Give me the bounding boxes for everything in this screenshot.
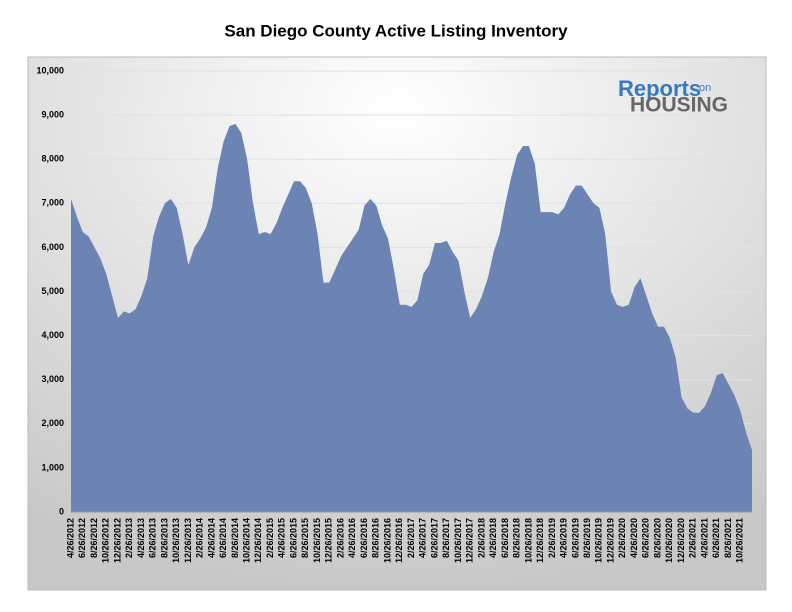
- logo-word: HOUSING: [630, 94, 728, 117]
- x-tick-label: 2/26/2017: [406, 518, 416, 558]
- x-tick-label: 6/26/2021: [711, 518, 721, 558]
- y-tick-label: 2,000: [41, 418, 64, 428]
- x-tick-label: 6/26/2013: [148, 518, 158, 558]
- x-tick-label: 2/26/2019: [547, 518, 557, 558]
- x-tick-label: 2/26/2018: [476, 518, 486, 558]
- x-tick-label: 10/26/2018: [523, 518, 533, 563]
- y-tick-label: 4,000: [41, 330, 64, 340]
- x-tick-label: 4/26/2015: [277, 518, 287, 558]
- x-tick-label: 6/26/2015: [288, 518, 298, 558]
- y-tick-label: 10,000: [36, 65, 64, 75]
- x-tick-label: 10/26/2017: [453, 518, 463, 563]
- x-tick-label: 6/26/2012: [77, 518, 87, 558]
- x-tick-label: 2/26/2020: [617, 518, 627, 558]
- logo: Reports on HOUSING: [618, 76, 728, 117]
- y-tick-label: 7,000: [41, 198, 64, 208]
- x-tick-label: 4/26/2016: [347, 518, 357, 558]
- y-tick-label: 1,000: [41, 462, 64, 472]
- x-tick-label: 4/26/2019: [559, 518, 569, 558]
- x-tick-label: 10/26/2015: [312, 518, 322, 563]
- x-tick-label: 4/26/2020: [629, 518, 639, 558]
- x-tick-label: 4/26/2012: [65, 518, 75, 558]
- x-tick-label: 12/26/2018: [535, 518, 545, 563]
- x-tick-label: 4/26/2013: [136, 518, 146, 558]
- x-tick-label: 8/26/2017: [441, 518, 451, 558]
- x-tick-label: 4/26/2021: [699, 518, 709, 558]
- x-tick-label: 10/26/2019: [594, 518, 604, 563]
- x-tick-label: 8/26/2019: [582, 518, 592, 558]
- x-tick-label: 10/26/2020: [664, 518, 674, 563]
- x-tick-label: 10/26/2014: [241, 518, 251, 563]
- x-tick-label: 2/26/2015: [265, 518, 275, 558]
- x-tick-label: 6/26/2017: [429, 518, 439, 558]
- area: [71, 123, 752, 513]
- y-tick-label: 3,000: [41, 374, 64, 384]
- x-tick-label: 10/26/2013: [171, 518, 181, 563]
- logo-small: on: [699, 82, 711, 94]
- x-tick-label: 8/26/2021: [723, 518, 733, 558]
- y-tick-label: 8,000: [41, 154, 64, 164]
- x-tick-label: 12/26/2014: [253, 518, 263, 563]
- x-tick-label: 12/26/2013: [183, 518, 193, 563]
- x-tick-label: 6/26/2014: [218, 518, 228, 558]
- x-tick-label: 8/26/2015: [300, 518, 310, 558]
- x-tick-label: 6/26/2019: [570, 518, 580, 558]
- x-tick-label: 6/26/2018: [500, 518, 510, 558]
- x-tick-label: 12/26/2016: [394, 518, 404, 563]
- x-tick-label: 12/26/2020: [676, 518, 686, 563]
- x-tick-label: 4/26/2014: [206, 518, 216, 558]
- x-tick-label: 6/26/2020: [641, 518, 651, 558]
- x-tick-label: 12/26/2015: [324, 518, 334, 563]
- x-tick-label: 12/26/2012: [112, 518, 122, 563]
- x-tick-label: 4/26/2017: [418, 518, 428, 558]
- x-tick-label: 2/26/2014: [195, 518, 205, 558]
- y-tick-label: 5,000: [41, 286, 64, 296]
- y-tick-label: 6,000: [41, 242, 64, 252]
- x-tick-label: 10/26/2012: [101, 518, 111, 563]
- y-tick-label: 0: [59, 506, 64, 516]
- chart-title: San Diego County Active Listing Inventor…: [224, 21, 568, 40]
- x-tick-label: 12/26/2017: [465, 518, 475, 563]
- x-tick-label: 12/26/2019: [605, 518, 615, 563]
- x-tick-label: 8/26/2018: [512, 518, 522, 558]
- x-tick-label: 6/26/2016: [359, 518, 369, 558]
- x-tick-label: 8/26/2016: [371, 518, 381, 558]
- x-tick-label: 8/26/2020: [652, 518, 662, 558]
- x-tick-label: 10/26/2021: [735, 518, 745, 563]
- x-tick-label: 2/26/2016: [335, 518, 345, 558]
- x-tick-label: 2/26/2021: [688, 518, 698, 558]
- x-tick-label: 8/26/2012: [89, 518, 99, 558]
- x-tick-label: 8/26/2013: [159, 518, 169, 558]
- logo-brand: Reports: [618, 76, 701, 101]
- y-tick-label: 9,000: [41, 109, 64, 119]
- x-tick-label: 8/26/2014: [230, 518, 240, 558]
- x-tick-label: 2/26/2013: [124, 518, 134, 558]
- x-tick-label: 10/26/2016: [382, 518, 392, 563]
- x-tick-label: 4/26/2018: [488, 518, 498, 558]
